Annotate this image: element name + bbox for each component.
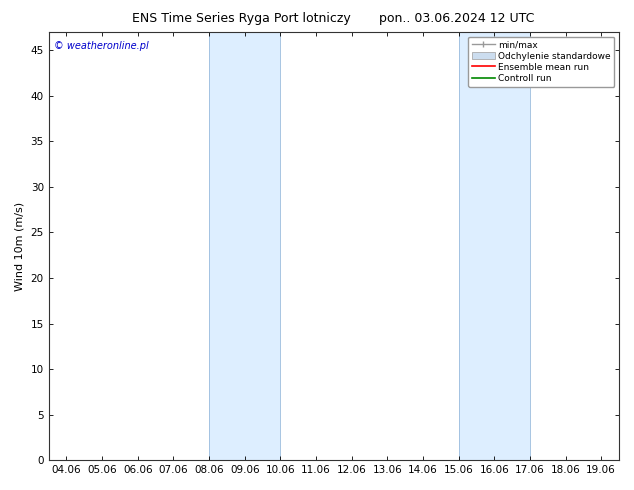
Legend: min/max, Odchylenie standardowe, Ensemble mean run, Controll run: min/max, Odchylenie standardowe, Ensembl…: [469, 37, 614, 87]
Bar: [209, 32, 280, 460]
Text: © weatheronline.pl: © weatheronline.pl: [55, 41, 149, 50]
Text: ENS Time Series Ryga Port lotniczy: ENS Time Series Ryga Port lotniczy: [131, 12, 351, 25]
Text: pon.. 03.06.2024 12 UTC: pon.. 03.06.2024 12 UTC: [378, 12, 534, 25]
Y-axis label: Wind 10m (m/s): Wind 10m (m/s): [15, 201, 25, 291]
Bar: [458, 32, 530, 460]
